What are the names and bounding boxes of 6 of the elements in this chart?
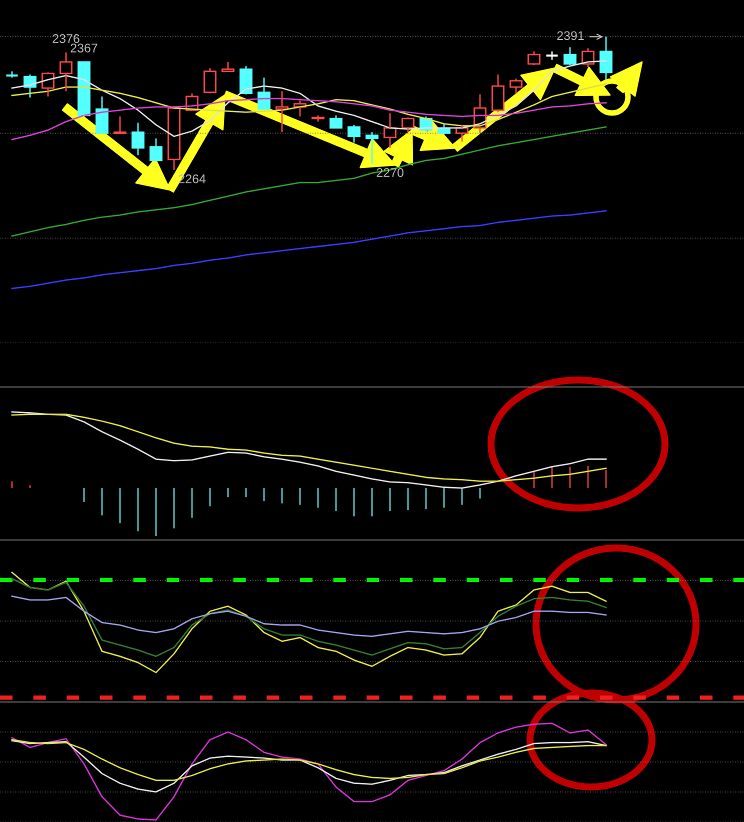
annotation: 2376	[52, 34, 80, 44]
candlestick	[384, 112, 396, 149]
annotation: 2391	[557, 31, 584, 40]
annotation: 2367	[70, 44, 98, 52]
annotation: 2270	[376, 168, 404, 177]
candlestick	[60, 52, 72, 92]
